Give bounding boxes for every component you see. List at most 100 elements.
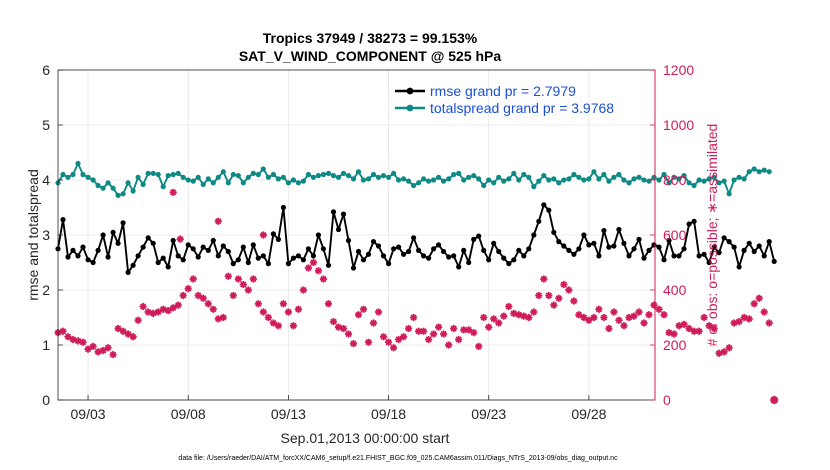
obs-assimilated-marker [705, 322, 713, 330]
obs-assimilated-marker [364, 338, 373, 346]
totalspread-data-point [661, 171, 667, 178]
rmse-data-point [676, 253, 682, 259]
totalspread-data-point [606, 178, 612, 184]
obs-assimilated-marker [430, 330, 438, 338]
totalspread-data-point [65, 174, 71, 180]
totalspread-data-point [581, 177, 587, 183]
obs-assimilated-marker [229, 291, 237, 300]
rmse-data-point [280, 204, 286, 211]
obs-assimilated-marker [640, 319, 648, 327]
totalspread-data-point [431, 177, 437, 183]
rmse-data-point [506, 261, 512, 267]
totalspread-data-point [496, 174, 502, 180]
obs-assimilated-marker [339, 324, 348, 333]
obs-assimilated-marker [455, 335, 463, 344]
totalspread-data-point [676, 176, 682, 182]
totalspread-data-point [466, 174, 472, 180]
totalspread-data-point [716, 180, 722, 186]
rmse-data-point [65, 254, 71, 260]
totalspread-data-point [170, 171, 176, 178]
obs-assimilated-marker [670, 330, 678, 338]
rmse-data-point [60, 217, 66, 223]
x-tick-label: 09/13 [271, 406, 306, 422]
rmse-data-point [511, 257, 517, 263]
totalspread-data-point [350, 176, 357, 182]
totalspread-data-point [235, 173, 241, 179]
obs-assimilated-marker [379, 333, 388, 341]
rmse-data-point [641, 255, 647, 261]
obs-assimilated-marker [89, 342, 97, 350]
obs-assimilated-marker [129, 333, 137, 341]
obs-assimilated-marker [259, 308, 267, 316]
obs-assimilated-marker [79, 338, 87, 346]
rmse-data-point [591, 240, 597, 246]
totalspread-data-point [240, 180, 246, 186]
y-right-tick-label: 800 [663, 172, 687, 188]
rmse-data-point [130, 262, 136, 268]
rmse-data-point [205, 247, 211, 253]
y-axis-label-right: # of obs: o=possible; ∗=assimilated [704, 124, 720, 347]
totalspread-data-point [380, 173, 387, 179]
obs-assimilated-marker [324, 300, 333, 308]
totalspread-data-point [766, 169, 772, 175]
totalspread-data-point [115, 192, 121, 198]
totalspread-data-point [260, 166, 266, 172]
rmse-data-point [150, 240, 156, 246]
obs-assimilated-marker [570, 297, 578, 305]
rmse-data-point [461, 247, 467, 253]
obs-assimilated-marker [189, 275, 197, 283]
totalspread-data-point [576, 174, 582, 180]
obs-assimilated-marker [595, 305, 603, 313]
rmse-data-point [175, 253, 181, 259]
obs-assimilated-marker [735, 318, 743, 326]
rmse-data-point [396, 244, 402, 250]
totalspread-data-point [516, 177, 522, 183]
obs-assimilated-marker [490, 315, 498, 323]
rmse-data-point [320, 246, 326, 252]
totalspread-data-point [110, 185, 116, 191]
rmse-data-point [496, 248, 502, 255]
rmse-data-point [536, 218, 542, 224]
obs-assimilated-marker [645, 311, 653, 319]
rmse-data-point [771, 258, 777, 264]
rmse-data-point [441, 248, 447, 255]
totalspread-data-point [345, 173, 352, 179]
rmse-data-point [546, 207, 552, 213]
totalspread-data-point [461, 177, 467, 183]
rmse-data-point [80, 244, 86, 250]
totalspread-data-point [561, 177, 567, 183]
obs-assimilated-marker [575, 311, 583, 319]
totalspread-data-point [706, 176, 712, 182]
obs-assimilated-marker [289, 322, 297, 330]
obs-assimilated-marker [59, 327, 67, 335]
totalspread-data-point [521, 171, 527, 178]
totalspread-data-point [215, 174, 221, 180]
rmse-data-point [365, 251, 372, 257]
obs-assimilated-marker [354, 311, 363, 319]
totalspread-data-point [711, 174, 717, 180]
x-tick-label: 09/03 [71, 406, 106, 422]
obs-assimilated-marker [169, 188, 177, 196]
rmse-data-point [335, 226, 342, 233]
totalspread-data-point [446, 176, 452, 182]
rmse-data-point [701, 251, 707, 257]
series-layer [54, 160, 779, 404]
obs-assimilated-marker [249, 275, 257, 283]
rmse-data-point [75, 253, 81, 259]
totalspread-data-point [756, 169, 762, 175]
rmse-data-point [170, 237, 176, 244]
rmse-data-point [190, 246, 196, 252]
totalspread-data-point [456, 170, 462, 176]
obs-assimilated-marker [630, 312, 638, 320]
rmse-data-point [85, 257, 91, 263]
y-right-tick-label: 1200 [663, 62, 694, 78]
obs-assimilated-marker [505, 302, 513, 311]
rmse-data-point [526, 246, 532, 252]
totalspread-data-point [601, 171, 607, 178]
obs-assimilated-marker [470, 329, 478, 337]
x-tick-label: 09/23 [471, 406, 506, 422]
y-right-tick-label: 200 [663, 337, 687, 353]
totalspread-data-point [210, 180, 216, 186]
obs-assimilated-marker [179, 291, 187, 300]
x-tick-label: 09/28 [571, 406, 606, 422]
